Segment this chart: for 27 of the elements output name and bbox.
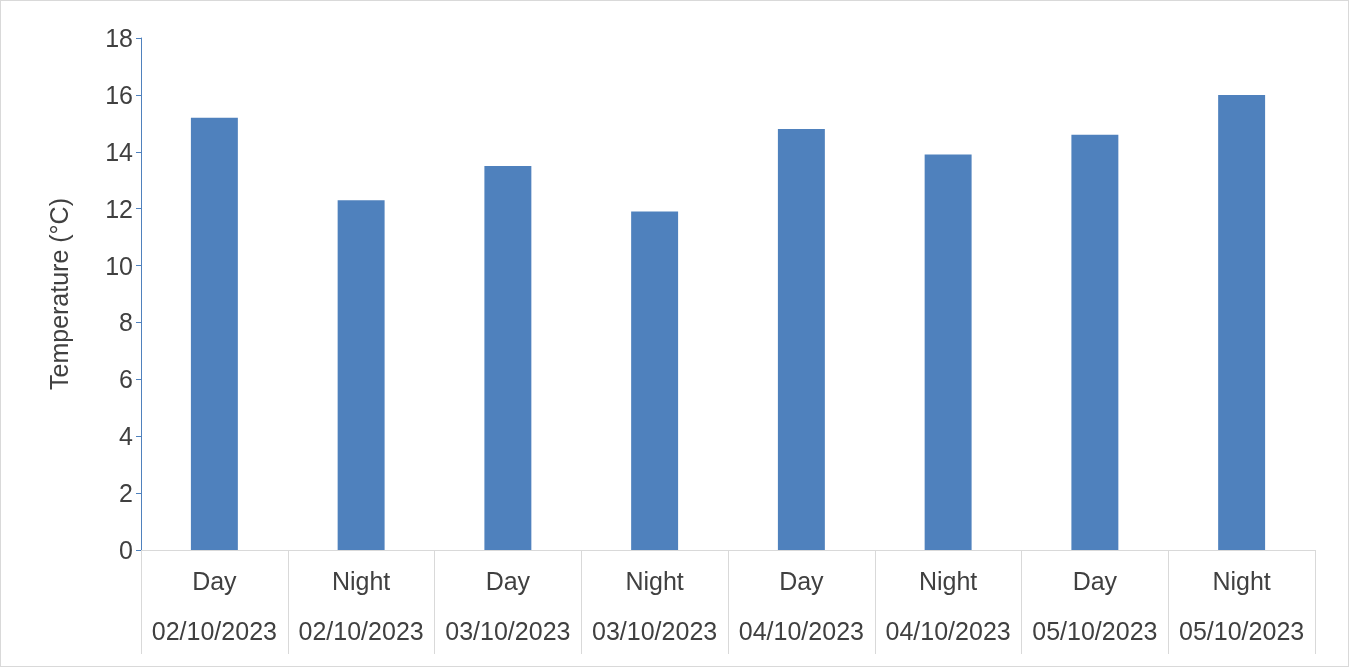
y-tick-label: 10 xyxy=(105,251,133,280)
bar xyxy=(777,129,825,550)
x-tick-label: Night 02/10/2023 xyxy=(298,567,424,645)
x-tick-label: Day 03/10/2023 xyxy=(445,567,571,645)
bar xyxy=(924,154,972,550)
bar xyxy=(1071,134,1119,550)
x-tick-label: Night 05/10/2023 xyxy=(1179,567,1305,645)
x-tick-label: Night 04/10/2023 xyxy=(885,567,1011,645)
y-tick-label: 6 xyxy=(119,365,133,394)
y-tick-label: 8 xyxy=(119,308,133,337)
x-tick-label: Day 02/10/2023 xyxy=(151,567,277,645)
bar xyxy=(631,211,679,550)
x-tick-label: Day 05/10/2023 xyxy=(1032,567,1158,645)
y-tick-label: 0 xyxy=(119,536,133,564)
bar xyxy=(1218,94,1266,550)
bar xyxy=(337,200,385,550)
y-tick-label: 12 xyxy=(105,194,133,223)
bar xyxy=(190,117,238,550)
y-tick-label: 18 xyxy=(105,24,133,52)
bar xyxy=(484,166,532,550)
y-axis-title: Temperature (°C) xyxy=(44,198,73,390)
x-tick-label: Night 03/10/2023 xyxy=(592,567,718,645)
y-tick-label: 2 xyxy=(119,479,133,508)
y-tick-label: 4 xyxy=(119,422,134,451)
y-tick-label: 16 xyxy=(105,80,133,109)
y-tick-label: 14 xyxy=(105,137,134,166)
x-tick-label: Day 04/10/2023 xyxy=(738,567,864,645)
